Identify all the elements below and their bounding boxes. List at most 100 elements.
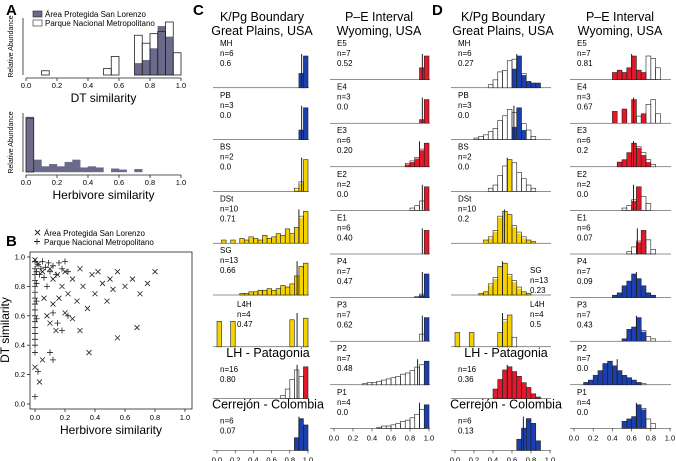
scatter-point-x: [152, 268, 158, 275]
scatter-point-x: [77, 327, 83, 334]
x-tick-label: 0.0: [569, 433, 579, 442]
hist-bar-outline: [423, 99, 430, 124]
hist-bar-filled: [502, 369, 508, 399]
x-tick-label: 1.0: [176, 178, 186, 187]
hist-bar: [134, 169, 143, 173]
panel-letter-d: D: [432, 2, 443, 19]
hist-bar-filled: [612, 295, 618, 298]
x-axis-label: Herbivore similarity: [52, 188, 154, 202]
hist-bar-filled: [414, 158, 420, 167]
hist-bar-filled: [512, 282, 517, 295]
subplot-name: PB: [458, 91, 469, 100]
scatter-point-x: [144, 280, 151, 287]
subplot-name: P3: [577, 301, 587, 310]
hist-bar-filled: [593, 375, 598, 385]
subplot-p3: P3n=70.43: [570, 301, 671, 342]
hist-bar-filled: [631, 416, 637, 429]
hist-bar-filled: [257, 240, 263, 244]
hist-bar-filled: [294, 189, 299, 192]
scatter-point-plus: [33, 280, 40, 287]
subplot-stat: 0.13: [458, 427, 474, 436]
subplot-n: n=7: [337, 49, 351, 58]
subplot-stat: 0.20: [337, 146, 353, 155]
hist-bar-filled: [493, 232, 498, 244]
hist-bar-filled: [502, 321, 508, 347]
hist-bar-filled: [303, 107, 308, 140]
hist-bar-filled: [617, 370, 622, 385]
hist-bar-outline: [409, 370, 416, 386]
scatter-point-plus: [32, 295, 38, 302]
subplot-name: P3: [337, 301, 347, 310]
x-tick-label: 0.2: [60, 413, 70, 422]
x-tick-label: 0.8: [526, 455, 536, 461]
scatter-point-x: [86, 349, 92, 356]
x-tick-label: 0.2: [588, 433, 598, 442]
scatter-point-x: [53, 327, 59, 334]
subplot-p4: P4n=70.09: [570, 257, 671, 298]
subplot-name: E3: [577, 126, 587, 135]
subplot-n: n=3: [458, 101, 472, 110]
hist-bar-outline: [525, 129, 532, 140]
legend-swatch: [32, 10, 43, 18]
legend-label: Área Protegida San Lorenzo: [45, 10, 147, 19]
subplot-n: n=6: [220, 417, 234, 426]
subplot-n: n=16: [458, 365, 477, 374]
hist-bar-filled: [516, 288, 522, 295]
hist-bar-filled: [303, 318, 308, 347]
hist-bar-filled: [531, 241, 536, 244]
subplot-p1: P1n=40.0: [330, 388, 430, 429]
panel-letter-b: B: [6, 233, 17, 250]
y-tick-label: 0.6: [15, 311, 25, 320]
hist-bar-outline: [419, 409, 425, 429]
hist-bar-filled: [271, 290, 277, 295]
subplot-n: n=4: [577, 398, 591, 407]
scatter-point-x: [41, 295, 47, 301]
subplot-name: LH - Patagonia: [226, 346, 309, 360]
y-axis-label: Relative Abundance: [8, 111, 15, 173]
scatter-point-x: [77, 265, 83, 272]
hist-bar-filled: [531, 83, 536, 88]
scatter-point-x: [44, 313, 50, 319]
hist-bar-filled: [493, 279, 498, 295]
subplot-e4: E4n=30.67: [570, 83, 671, 124]
x-tick-label: 0.8: [285, 455, 295, 461]
hist-bar-outline: [631, 246, 637, 255]
hist-bar-filled: [526, 418, 531, 451]
hist-bar-outline: [487, 84, 494, 89]
hist-bar-filled: [303, 211, 308, 244]
hist-bar-outline: [303, 211, 309, 244]
x-axis-label: DT similarity: [71, 91, 137, 105]
hist-bar-outline: [400, 373, 406, 386]
subplot-n: n=7: [337, 311, 351, 320]
scatter-point-plus: [32, 312, 38, 319]
subplot-stat: 0.40: [337, 233, 353, 242]
hist-bar-outline: [650, 164, 656, 168]
hist-bar-outline: [640, 408, 647, 429]
column-title: K/Pg Boundary: [220, 10, 305, 24]
hist-bar-filled: [262, 290, 268, 295]
hist-bar-outline: [303, 107, 309, 140]
hist-bar-filled: [636, 70, 642, 80]
y-tick-label: 0.2: [15, 370, 25, 379]
x-tick-label: 0.4: [488, 455, 498, 461]
hist-bar-filled: [516, 107, 522, 140]
hist-bar-filled: [636, 382, 642, 385]
x-tick-label: 0.2: [230, 455, 240, 461]
scatter-point-plus: [56, 259, 62, 266]
x-tick-label: 0.0: [329, 433, 339, 442]
scatter-point-plus: [41, 274, 47, 281]
subplot-sg: SGn=130.66: [213, 246, 309, 296]
hist-bar-filled: [617, 292, 622, 298]
hist-bar: [165, 36, 174, 76]
x-tick-label: 0.0: [450, 455, 460, 461]
y-tick-label: 1.0: [15, 253, 25, 262]
subplot-stat: 0.0: [458, 111, 470, 120]
subplot-name: P1: [577, 388, 587, 397]
hist-bar-filled: [526, 293, 531, 295]
hist-bar-filled: [636, 147, 642, 167]
subplot-name: P2: [337, 344, 347, 353]
scatter-point-x: [32, 364, 38, 371]
subplot-pb: PBn=30.0: [451, 91, 551, 140]
